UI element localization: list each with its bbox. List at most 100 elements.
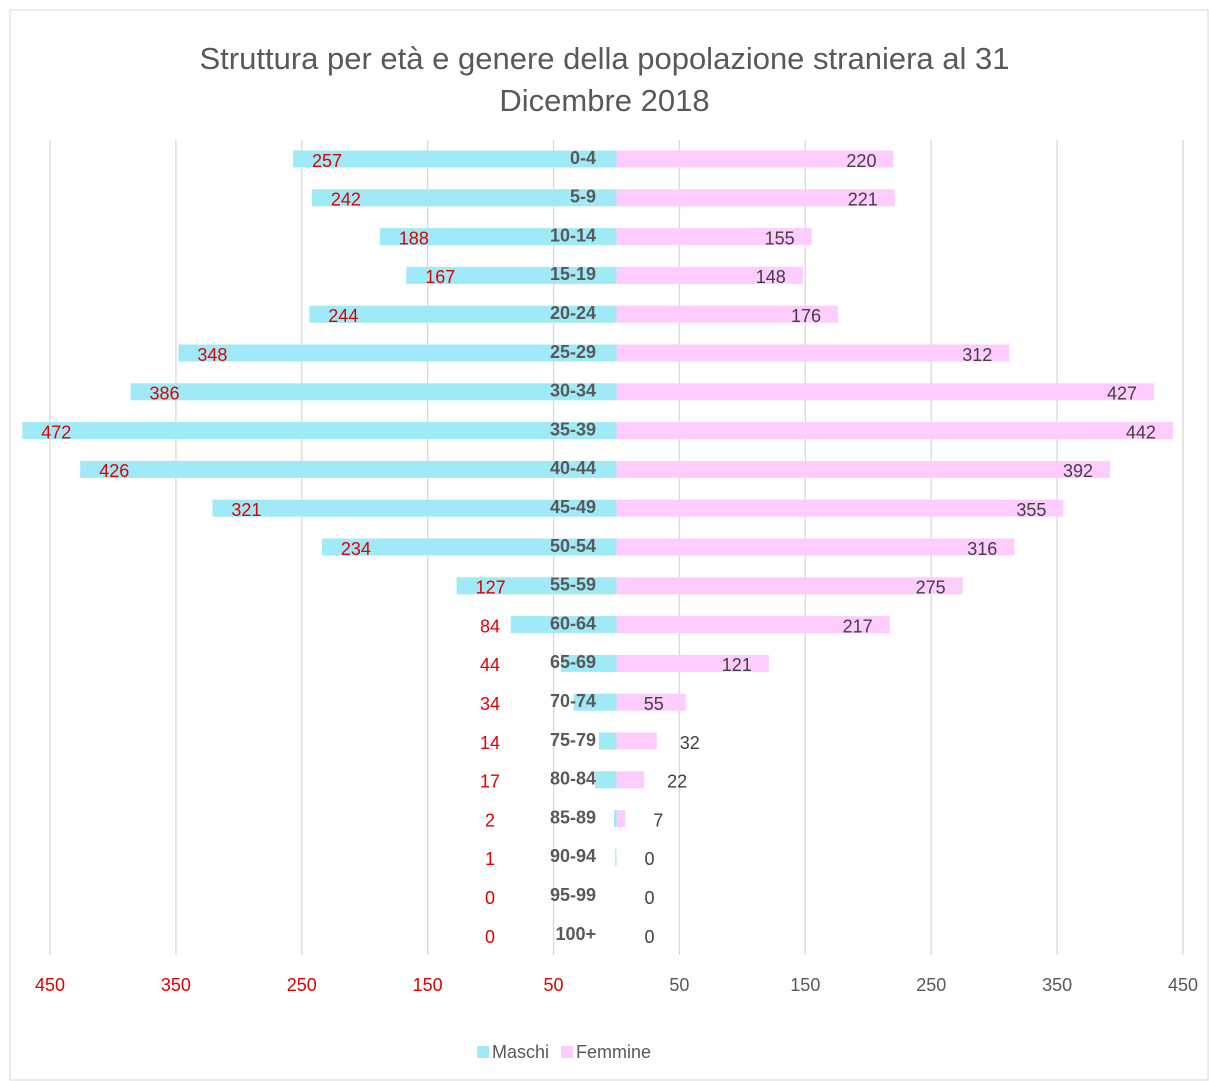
x-tick-label: 450 — [1168, 975, 1198, 995]
data-label: 242 — [331, 190, 361, 210]
bar — [616, 771, 645, 789]
bar — [321, 538, 617, 556]
data-label: 0 — [485, 927, 495, 947]
data-label: 121 — [722, 655, 752, 675]
bar — [212, 499, 617, 517]
bar — [616, 344, 1010, 362]
data-label: 426 — [99, 461, 129, 481]
bar — [616, 305, 839, 323]
bar — [615, 848, 617, 866]
data-label: 244 — [328, 306, 358, 326]
bar — [616, 150, 894, 168]
bar — [616, 654, 769, 672]
y-tick-label: 0-4 — [570, 148, 596, 168]
data-label: 176 — [791, 306, 821, 326]
data-label: 355 — [1016, 500, 1046, 520]
bar — [379, 228, 617, 246]
x-tick-label: 50 — [544, 975, 564, 995]
y-tick-label: 5-9 — [570, 187, 596, 207]
bar — [616, 499, 1064, 517]
y-tick-label: 35-39 — [550, 419, 596, 439]
data-label: 427 — [1107, 384, 1137, 404]
bar — [178, 344, 617, 362]
y-tick-label: 10-14 — [550, 225, 596, 245]
data-label: 55 — [644, 694, 664, 714]
data-label: 34 — [480, 694, 500, 714]
bar — [616, 810, 626, 828]
bar — [292, 150, 617, 168]
data-label: 442 — [1126, 422, 1156, 442]
chart-title: Struttura per età e genere della popolaz… — [199, 41, 1010, 118]
data-label: 22 — [667, 772, 687, 792]
data-label: 1 — [485, 849, 495, 869]
legend-label: Maschi — [492, 1042, 549, 1062]
data-label: 0 — [644, 888, 654, 908]
data-label: 0 — [485, 888, 495, 908]
y-tick-label: 50-54 — [550, 536, 596, 556]
x-tick-label: 250 — [287, 975, 317, 995]
bar — [573, 693, 617, 711]
data-label: 44 — [480, 655, 500, 675]
y-tick-label: 40-44 — [550, 458, 596, 478]
bar — [616, 693, 686, 711]
x-tick-label: 50 — [669, 975, 689, 995]
bar — [598, 732, 617, 750]
data-label: 257 — [312, 151, 342, 171]
bar — [616, 189, 895, 207]
data-label: 392 — [1063, 461, 1093, 481]
data-label: 312 — [962, 345, 992, 365]
y-tick-label: 55-59 — [550, 575, 596, 595]
data-label: 17 — [480, 772, 500, 792]
data-label: 220 — [846, 151, 876, 171]
bar — [616, 732, 657, 750]
y-tick-label: 30-34 — [550, 381, 596, 401]
data-label: 167 — [425, 267, 455, 287]
bar — [561, 654, 617, 672]
y-tick-label: 80-84 — [550, 769, 596, 789]
x-tick-label: 350 — [161, 975, 191, 995]
bar — [616, 460, 1110, 478]
bar — [311, 189, 617, 207]
y-tick-label: 100+ — [555, 924, 596, 944]
x-tick-label: 250 — [916, 975, 946, 995]
data-label: 148 — [756, 267, 786, 287]
y-tick-label: 90-94 — [550, 846, 596, 866]
y-tick-label: 75-79 — [550, 730, 596, 750]
legend-label: Femmine — [576, 1042, 651, 1062]
y-tick-label: 45-49 — [550, 497, 596, 517]
y-tick-label: 70-74 — [550, 691, 596, 711]
y-tick-label: 25-29 — [550, 342, 596, 362]
bar — [595, 771, 617, 789]
data-label: 234 — [341, 539, 371, 559]
bar — [80, 460, 617, 478]
data-label: 0 — [644, 927, 654, 947]
bar — [510, 616, 617, 634]
y-tick-label: 20-24 — [550, 303, 596, 323]
title-box: Struttura per età e genere della popolaz… — [0, 38, 1209, 122]
legend-swatch — [561, 1046, 574, 1058]
data-label: 217 — [843, 616, 873, 636]
data-label: 0 — [644, 849, 654, 869]
data-label: 2 — [485, 810, 495, 830]
data-label: 84 — [480, 616, 500, 636]
bar — [22, 422, 617, 440]
x-tick-label: 450 — [35, 975, 65, 995]
data-label: 127 — [476, 578, 506, 598]
bar — [616, 577, 963, 595]
bar — [616, 616, 890, 634]
data-label: 316 — [967, 539, 997, 559]
data-label: 275 — [916, 578, 946, 598]
bar — [456, 577, 617, 595]
data-label: 321 — [231, 500, 261, 520]
data-label: 472 — [41, 422, 71, 442]
data-label: 7 — [653, 810, 663, 830]
bar — [616, 228, 812, 246]
x-tick-label: 150 — [413, 975, 443, 995]
x-tick-label: 150 — [790, 975, 820, 995]
y-tick-label: 65-69 — [550, 652, 596, 672]
bar — [616, 538, 1015, 556]
data-label: 348 — [197, 345, 227, 365]
y-tick-label: 95-99 — [550, 885, 596, 905]
